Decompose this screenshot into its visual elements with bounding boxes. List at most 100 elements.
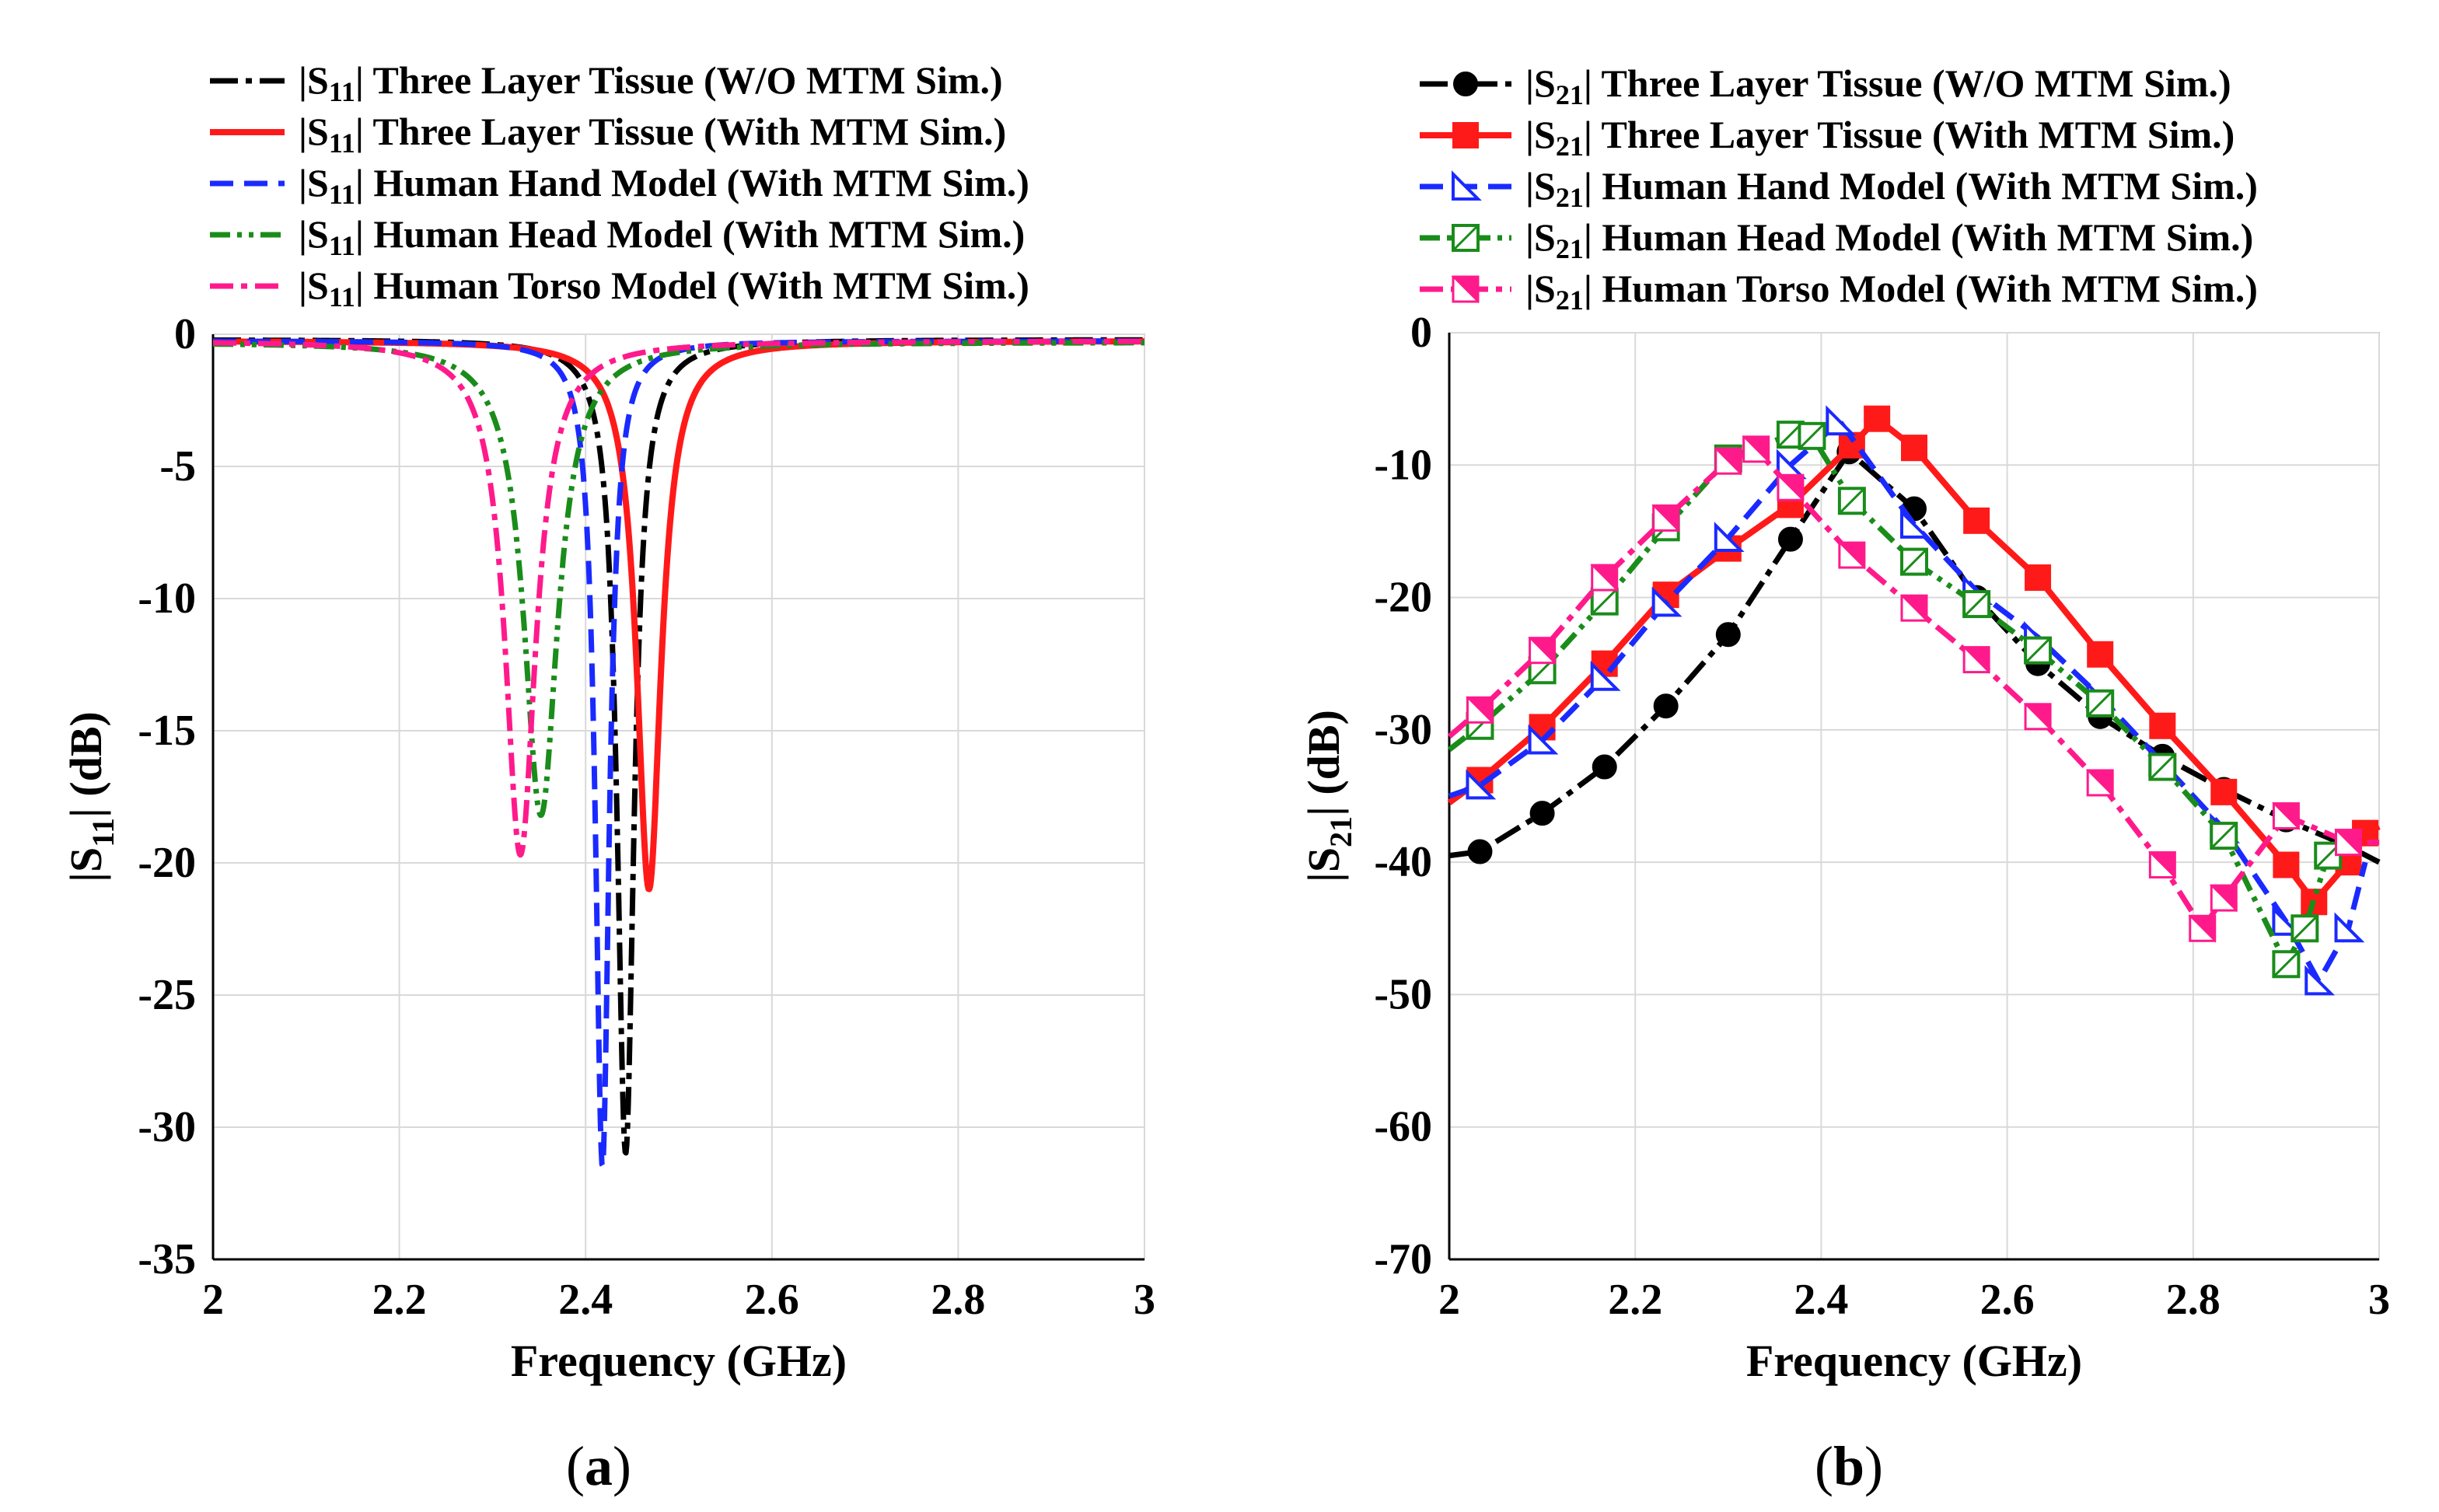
legend-entry-3: |S11| Human Hand Model (With MTM Sim.) [210,161,1029,210]
data-point [2024,636,2053,665]
data-point [1837,487,1866,515]
data-point [1900,508,1931,539]
data-point [1590,564,1619,592]
data-point [2334,912,2365,943]
legend-label: |S21| Human Hand Model (With MTM Sim.) [1525,164,2258,213]
y-tick-label: 0 [174,310,196,358]
legend-entry-1: |S11| Three Layer Tissue (W/O MTM Sim.) [210,58,1003,107]
data-point [1528,637,1557,665]
data-point [1651,504,1680,533]
y-tick-label: -30 [1374,706,1432,754]
legend-entry-2: |S21| Three Layer Tissue (With MTM Sim.) [1420,113,2235,162]
x-tick-label: 2 [1438,1276,1460,1324]
y-tick-label: -20 [138,839,196,887]
data-point [1592,754,1617,780]
data-point [2188,914,2217,943]
plot-area [212,333,1145,1260]
data-point [1837,541,1866,570]
y-tick-label: -10 [138,574,196,623]
data-point [2334,829,2363,857]
legend-entry-5: |S21| Human Torso Model (With MTM Sim.) [1420,267,2258,316]
legend-label: |S21| Human Torso Model (With MTM Sim.) [1525,267,2258,316]
data-point [2271,802,2300,830]
y-tick-label: -25 [138,971,196,1019]
legend-entry-1: |S21| Three Layer Tissue (W/O MTM Sim.) [1420,61,2231,110]
x-tick-label: 2.6 [745,1276,799,1324]
chart-panel-a: 2 2.2 2.4 2.6 2.8 3 0 -5 -10 -15 -20 -25 -30 -35 Frequ… [61,58,1155,1497]
data-point [1963,507,1990,534]
data-point [1714,522,1745,552]
x-tick-label: 3 [2368,1276,2390,1324]
y-tick-label: -10 [1374,441,1432,489]
data-point [2086,689,2115,718]
data-point [1466,769,1497,800]
panel-label: (a) [566,1435,631,1497]
data-point [1528,724,1559,755]
data-point [2023,703,2052,732]
x-tick-label: 2.6 [1980,1276,2035,1324]
data-point [1715,622,1741,648]
data-point [1962,646,1990,675]
legend-label: |S11| Human Head Model (With MTM Sim.) [299,212,1025,261]
x-tick-label: 2.2 [1608,1276,1662,1324]
x-tick-label: 2.2 [372,1276,427,1324]
data-point [1900,547,1928,576]
data-point [2085,769,2114,798]
y-axis-label: |S21| (dB) [1298,710,1358,882]
chart-panel-b: 2 2.2 2.4 2.6 2.8 3 0 -10 -20 -30 -40 -50 -60 -70 Freq… [1298,61,2390,1497]
data-point [1899,594,1928,623]
legend-label: |S21| Human Head Model (With MTM Sim.) [1525,215,2253,264]
legend-label: |S11| Three Layer Tissue (W/O MTM Sim.) [299,58,1003,107]
data-point [1466,696,1494,725]
data-point [2025,564,2052,592]
y-tick-label: -35 [138,1235,196,1283]
x-tick-label: 2.4 [1794,1276,1848,1324]
y-tick-label: -30 [138,1103,196,1151]
data-point [2149,712,2176,739]
x-tick-label: 3 [1134,1276,1155,1324]
data-point [2210,822,2238,850]
data-point [1742,435,1770,464]
y-tick-label: -60 [1374,1103,1432,1151]
data-point [2304,965,2336,996]
data-point [1529,801,1555,826]
data-point [2290,914,2319,943]
data-point [1653,693,1679,719]
x-tick-label: 2.8 [2166,1276,2221,1324]
legend-entry-2: |S11| Three Layer Tissue (With MTM Sim.) [210,110,1006,159]
legend-entry-3: |S21| Human Hand Model (With MTM Sim.) [1420,164,2258,213]
y-tick-label: -15 [138,707,196,755]
y-tick-label: 0 [1410,309,1432,357]
data-point [1798,421,1826,450]
legend-entry-5: |S11| Human Torso Model (With MTM Sim.) [210,264,1029,313]
legend-entry-4: |S11| Human Head Model (With MTM Sim.) [210,212,1025,261]
data-point [2148,753,2177,781]
y-tick-label: -70 [1374,1235,1432,1283]
y-tick-label: -5 [159,442,196,491]
data-point [1714,447,1742,476]
y-axis-label: |S11| (dB) [61,711,121,882]
y-tick-label: -40 [1374,838,1432,886]
data-point [2087,641,2114,668]
data-point [1901,435,1927,462]
x-axis-label: Frequency (GHz) [511,1336,847,1386]
panel-label: (b) [1815,1435,1883,1497]
data-point [2210,778,2238,805]
data-point [1777,526,1803,552]
data-point [1467,839,1493,864]
y-tick-label: -20 [1374,574,1432,622]
y-tick-label: -50 [1374,970,1432,1018]
legend-label: |S11| Human Torso Model (With MTM Sim.) [299,264,1029,313]
data-point [2209,884,2238,913]
data-point [1651,586,1682,617]
legend-label: |S11| Three Layer Tissue (With MTM Sim.) [299,110,1006,159]
x-axis-label: Frequency (GHz) [1746,1336,2082,1386]
series-line [211,338,1147,858]
data-point [2272,950,2301,979]
data-point [1776,473,1805,502]
data-point [1864,405,1891,432]
series-5 [211,338,1147,858]
data-point [1826,405,1857,436]
legend-label: |S21| Three Layer Tissue (W/O MTM Sim.) [1525,61,2231,110]
